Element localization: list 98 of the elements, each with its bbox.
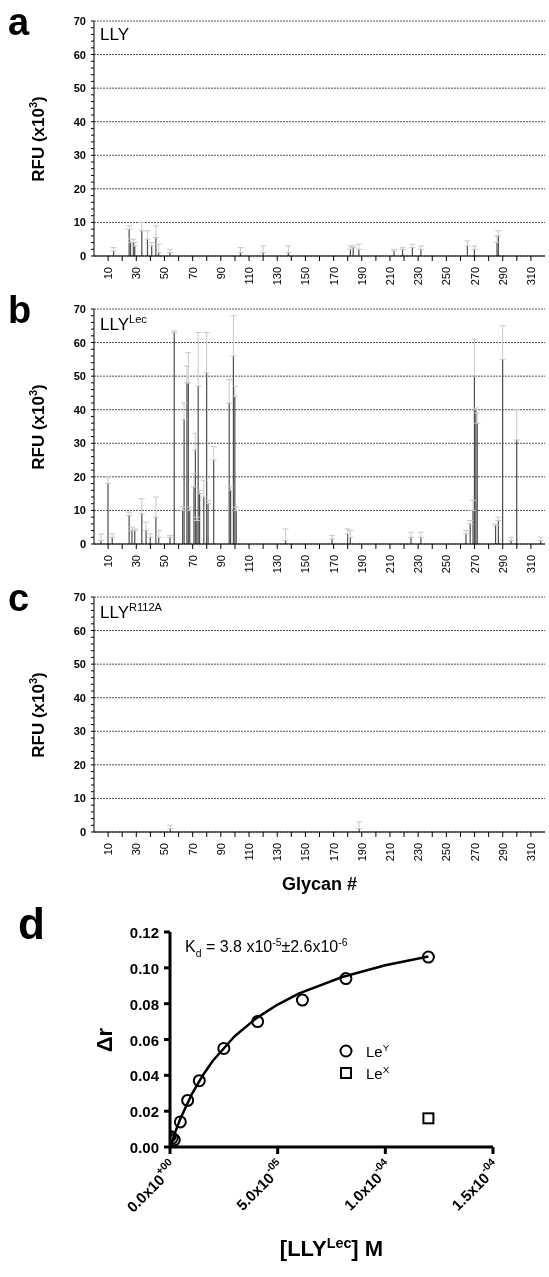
x-tick-label: 290 <box>496 843 509 862</box>
legend-label: Le$^{Y}$ <box>366 1041 390 1060</box>
y-tick-label: 70 <box>73 303 86 315</box>
x-tick-label: 150 <box>299 843 312 862</box>
x-tick-label: 150 <box>299 267 312 286</box>
legend-label: Le$^{X}$ <box>366 1063 390 1082</box>
x-tick-label: 90 <box>214 555 227 568</box>
y-tick-label: 60 <box>73 624 86 637</box>
x-tick-label: 110 <box>243 267 256 285</box>
x-tick-label: 230 <box>412 843 425 862</box>
x-axis-title: Glycan # <box>281 874 358 894</box>
x-tick-label: 190 <box>355 267 368 286</box>
y-tick-label: 0.00 <box>129 1138 159 1156</box>
y-tick-label: 0.10 <box>129 959 159 977</box>
point <box>339 972 353 986</box>
annotation: K$_{d}$ = 3.8 x10$^{-5}$±2.6x10$^{-6}$ <box>185 937 348 959</box>
y-tick-label: 70 <box>73 591 86 603</box>
y-tick-label: 20 <box>73 758 86 771</box>
x-tick-label: 130 <box>271 267 284 286</box>
x-tick-label: 70 <box>186 843 199 856</box>
chart-title: b <box>8 289 32 331</box>
chart-title: c <box>8 577 30 619</box>
y-tick-label: 40 <box>73 403 86 416</box>
y-tick-label: 0.06 <box>129 1031 159 1048</box>
x-tick-label: 250 <box>440 843 453 862</box>
y-tick-label: 0.04 <box>129 1066 160 1084</box>
annotation: LLY <box>100 25 129 44</box>
x-tick-label: 310 <box>524 843 537 862</box>
y-tick-label: 10 <box>73 216 86 229</box>
x-tick-label: 190 <box>355 555 368 574</box>
point <box>192 1074 206 1088</box>
y-tick-label: 10 <box>73 792 86 805</box>
x-tick-label: 50 <box>158 843 171 856</box>
y-tick-label: 0 <box>79 538 86 550</box>
x-tick-label: 130 <box>271 843 284 862</box>
y-tick-label: 0.02 <box>129 1102 159 1120</box>
x-tick-label: 250 <box>440 267 453 286</box>
y-tick-label: 50 <box>73 658 86 671</box>
point <box>295 993 309 1007</box>
x-tick-label: 230 <box>412 555 425 574</box>
y-tick-label: 50 <box>73 370 86 383</box>
x-tick-label: 190 <box>355 843 368 862</box>
point <box>421 950 435 964</box>
y-tick-label: 0.12 <box>129 923 159 941</box>
y-tick-label: 0 <box>79 826 86 838</box>
x-tick-label: 290 <box>496 555 509 574</box>
y-tick-label: 20 <box>73 182 86 195</box>
x-tick-label: 110 <box>243 555 256 573</box>
point <box>251 1015 265 1029</box>
y-tick-label: 60 <box>73 48 86 61</box>
x-tick-label: 150 <box>299 555 312 574</box>
x-tick-label: 50 <box>158 555 171 568</box>
x-tick-label: 210 <box>383 555 396 574</box>
point <box>422 1112 435 1125</box>
x-tick-label: 110 <box>243 843 256 861</box>
y-tick-label: 40 <box>73 115 86 128</box>
y-tick-label: 30 <box>73 725 86 738</box>
y-tick-label: 70 <box>73 15 86 27</box>
y-tick-label: 0 <box>79 250 86 262</box>
x-tick-label: 90 <box>214 843 227 856</box>
y-tick-label: 60 <box>73 336 86 349</box>
x-tick-label: 90 <box>214 267 227 280</box>
x-tick-label: 10 <box>102 267 115 280</box>
x-tick-label: 310 <box>524 267 537 286</box>
point <box>181 1093 195 1107</box>
x-tick-label: 170 <box>327 267 340 286</box>
x-axis-title: [LLY$^{Lec}$] M <box>279 1235 384 1262</box>
point <box>173 1115 187 1129</box>
x-tick-label: 310 <box>524 555 537 574</box>
x-tick-label: 270 <box>468 267 481 286</box>
x-tick-label: 170 <box>327 843 340 862</box>
x-tick-label: 290 <box>496 267 509 286</box>
x-tick-label: 270 <box>468 555 481 574</box>
x-tick-label: 270 <box>468 843 481 862</box>
chart-title: a <box>8 1 30 43</box>
y-tick-label: 10 <box>73 504 86 517</box>
annotation: LLY$^{R112A}$ <box>100 601 162 622</box>
y-axis-title: Δr <box>92 1027 117 1052</box>
x-tick-label: 70 <box>186 555 199 568</box>
x-tick-label: 10 <box>102 843 115 856</box>
y-tick-label: 20 <box>73 470 86 483</box>
y-tick-label: 30 <box>73 149 86 162</box>
x-tick-label: 50 <box>158 267 171 280</box>
x-tick-label: 210 <box>383 843 396 862</box>
x-tick-label: 10 <box>102 555 115 568</box>
point <box>217 1041 231 1055</box>
x-tick-label: 250 <box>440 555 453 574</box>
x-tick-label: 210 <box>383 267 396 286</box>
x-tick-label: 170 <box>327 555 340 574</box>
y-tick-label: 50 <box>73 82 86 95</box>
x-tick-label: 70 <box>186 267 199 280</box>
y-tick-label: 40 <box>73 691 86 704</box>
y-tick-label: 30 <box>73 437 86 450</box>
x-tick-label: 130 <box>271 555 284 574</box>
y-tick-label: 0.08 <box>129 995 159 1013</box>
x-tick-label: 230 <box>412 267 425 286</box>
chart-title: d <box>18 899 45 948</box>
annotation: LLY$^{Lec}$ <box>100 313 147 334</box>
